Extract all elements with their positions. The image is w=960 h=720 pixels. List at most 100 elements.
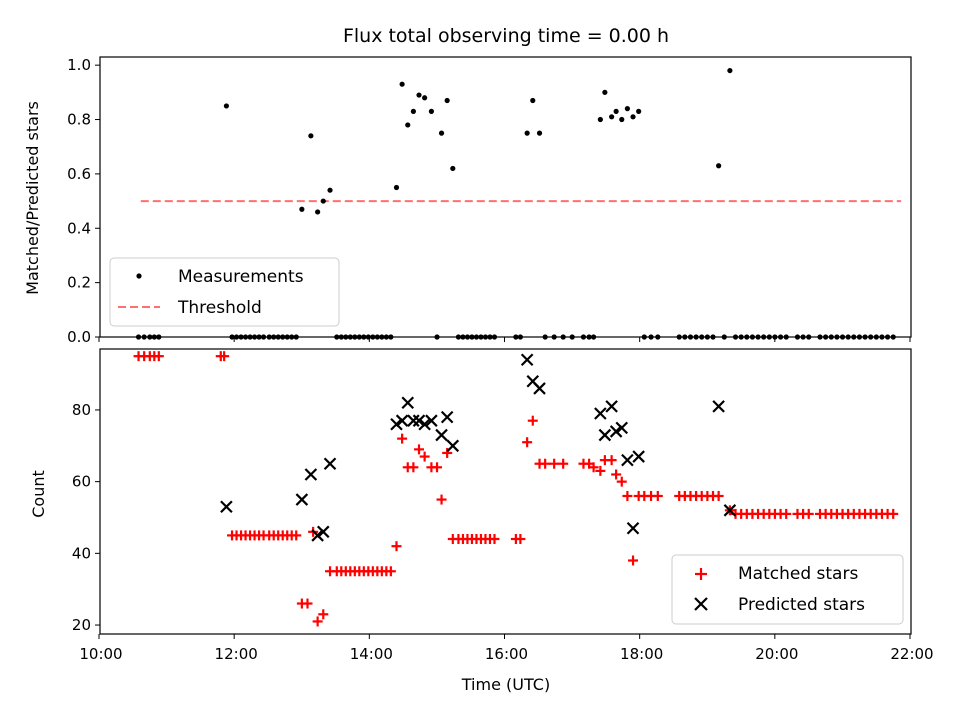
matched-star-point [153, 351, 164, 362]
measurement-point [450, 165, 456, 172]
bottom-ylabel: Count [29, 470, 48, 518]
top-legend-box [109, 257, 340, 327]
matched-star-point [408, 462, 419, 473]
measurement-point [315, 209, 321, 215]
bottom-legend: Matched stars Predicted stars [671, 554, 904, 625]
top-ytick-label: 0.6 [67, 165, 91, 183]
measurement-point [636, 108, 642, 114]
bottom-legend-box [671, 554, 904, 625]
matched-star-point [219, 351, 230, 362]
matched-star-point [522, 437, 533, 448]
matched-star-point [606, 455, 617, 466]
matched-star-point [540, 458, 551, 469]
bottom-xlabel: Time (UTC) [461, 675, 550, 694]
matched-star-point [318, 609, 329, 620]
measurement-point [609, 114, 615, 120]
legend-predicted-label: Predicted stars [738, 595, 865, 615]
matched-star-point [436, 494, 447, 505]
top-ytick-label: 0.4 [67, 219, 91, 237]
measurement-point [716, 163, 722, 169]
measurement-point [727, 67, 733, 74]
measurement-point [444, 97, 450, 104]
matched-star-point [385, 566, 396, 577]
predicted-star-point [390, 418, 403, 431]
matched-star-point [391, 541, 402, 552]
bottom-ytick-label: 20 [72, 616, 91, 634]
legend-threshold-label: Threshold [177, 298, 262, 318]
predicted-star-point [401, 396, 415, 410]
legend-matched-label: Matched stars [738, 564, 858, 584]
predicted-stars-points [220, 353, 737, 542]
measurement-point [619, 116, 625, 123]
matched-star-point [803, 508, 814, 519]
predicted-star-point [435, 428, 448, 442]
top-ylabel: Matched/Predicted stars [23, 101, 42, 295]
measurement-point [630, 114, 636, 120]
legend-measurements-marker [136, 273, 142, 279]
measurement-point [428, 108, 434, 114]
predicted-star-point [598, 428, 612, 442]
matched-star-point [888, 508, 899, 519]
matched-star-point [442, 447, 453, 458]
predicted-star-point [395, 414, 409, 427]
bottom-xticks: 10:00 12:00 14:00 16:00 18:00 20:00 22:00 [79, 634, 934, 663]
predicted-star-point [594, 407, 607, 420]
predicted-star-point [446, 439, 460, 453]
top-legend: Measurements Threshold [109, 257, 340, 327]
matched-star-point [549, 458, 560, 469]
matched-star-point [628, 555, 639, 566]
matched-star-point [489, 534, 500, 544]
matched-star-point [419, 451, 430, 462]
measurement-point [613, 108, 619, 114]
predicted-star-point [615, 421, 629, 435]
predicted-star-point [412, 414, 426, 427]
top-yticks: 0.0 0.2 0.4 0.6 0.8 1.0 [67, 56, 100, 346]
measurement-point [410, 108, 416, 114]
predicted-star-point [220, 500, 233, 514]
predicted-star-point [621, 453, 634, 467]
measurement-point [223, 103, 229, 109]
measurement-point [327, 187, 333, 193]
bottom-ytick-label: 80 [72, 401, 91, 419]
bottom-xtick-label: 10:00 [79, 645, 122, 663]
predicted-star-point [425, 414, 438, 427]
predicted-star-point [712, 400, 725, 413]
measurement-point [438, 130, 445, 136]
predicted-star-point [440, 410, 454, 424]
legend-matched-marker [695, 568, 707, 580]
predicted-star-point [323, 457, 337, 470]
measurement-point [399, 81, 405, 87]
matched-star-point [397, 433, 408, 444]
predicted-star-point [316, 525, 330, 539]
top-ytick-label: 1.0 [67, 56, 91, 74]
bottom-xtick-label: 12:00 [215, 645, 258, 663]
matched-star-point [713, 490, 724, 501]
matched-star-point [558, 458, 569, 469]
matched-star-point [312, 616, 323, 627]
matched-star-point [616, 476, 627, 487]
bottom-xtick-label: 22:00 [890, 645, 933, 663]
predicted-star-point [418, 418, 431, 431]
chart-title: Flux total observing time = 0.00 h [343, 25, 669, 47]
measurement-point [624, 106, 630, 112]
predicted-star-point [520, 353, 534, 367]
matched-star-point [302, 598, 313, 609]
matched-star-point [291, 530, 302, 541]
bottom-xtick-label: 14:00 [350, 645, 393, 663]
matched-star-point [515, 534, 526, 544]
legend-measurements-label: Measurements [178, 267, 304, 287]
predicted-star-point [311, 529, 324, 542]
measurement-point [308, 133, 314, 139]
measurement-point [524, 130, 530, 136]
matched-star-point [622, 490, 633, 501]
top-ytick-label: 0.0 [67, 328, 91, 346]
predicted-star-point [632, 450, 645, 463]
matched-star-point [611, 469, 622, 480]
measurement-point [416, 92, 422, 98]
bottom-ytick-label: 60 [72, 473, 91, 491]
predicted-star-point [605, 400, 618, 413]
bottom-yticks: 20 40 60 80 [72, 401, 100, 634]
matched-stars-points [133, 351, 899, 627]
bottom-xtick-label: 16:00 [485, 645, 528, 663]
